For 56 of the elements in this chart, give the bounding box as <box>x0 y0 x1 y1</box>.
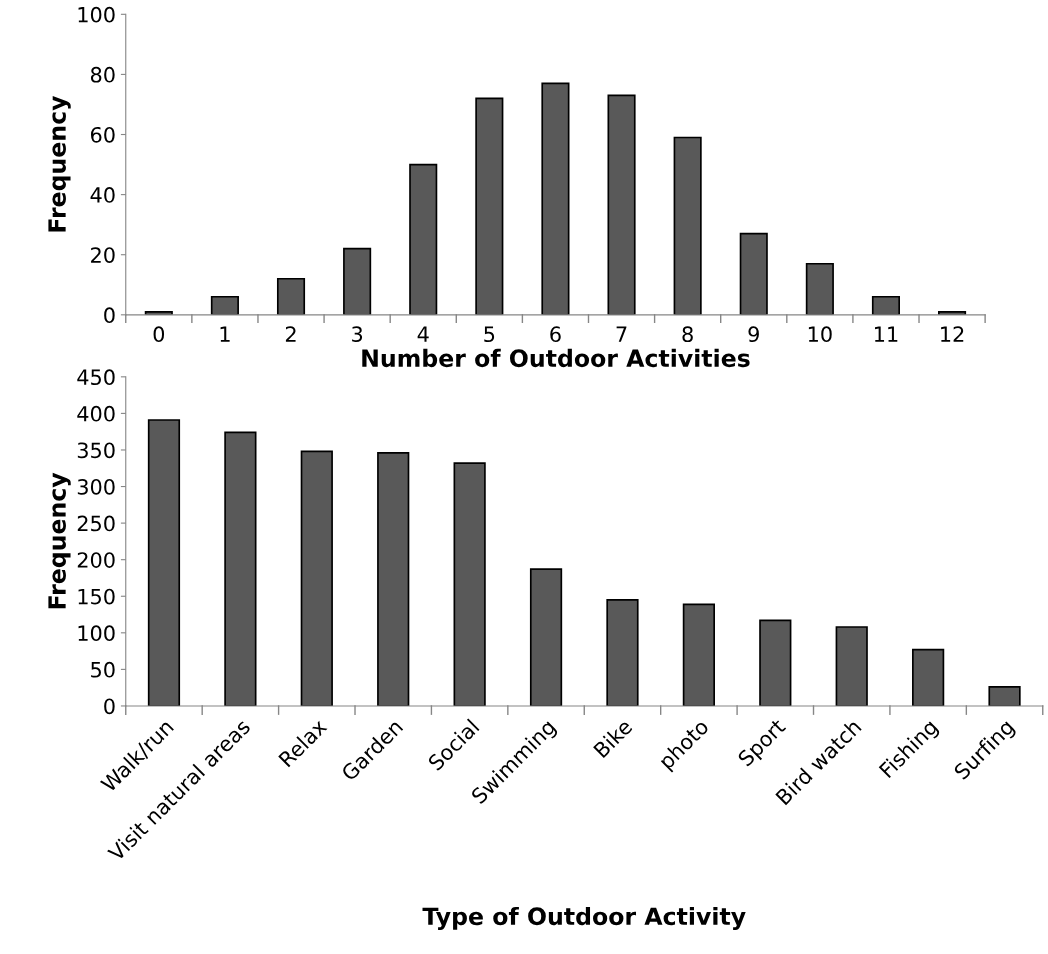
bar <box>300 450 333 706</box>
bar <box>409 163 438 315</box>
bar <box>147 419 181 706</box>
y-tick-label: 150 <box>78 588 115 605</box>
bar <box>988 686 1021 706</box>
y-tick-label: 0 <box>104 307 115 324</box>
bar <box>805 262 834 315</box>
y-tick-label: 250 <box>77 515 115 532</box>
bar <box>210 295 239 315</box>
y-tick-label: 80 <box>90 66 115 83</box>
y-tick-label: 40 <box>90 187 115 203</box>
bar <box>453 462 486 706</box>
bar <box>377 452 410 706</box>
x-tick-label: 8 <box>682 326 693 343</box>
y-tick-label: 50 <box>91 661 115 678</box>
y-axis-title: Frequency <box>48 95 71 232</box>
bar <box>475 97 504 315</box>
x-tick-label: 5 <box>484 326 495 343</box>
x-tick-label: 1 <box>220 326 230 342</box>
bar <box>739 232 768 315</box>
bar <box>606 599 639 706</box>
x-tick-label: 3 <box>352 326 363 343</box>
bar <box>541 82 570 315</box>
x-axis-title: Type of Outdoor Activity <box>422 906 746 930</box>
x-axis-title: Number of Outdoor Activities <box>362 348 750 368</box>
y-tick-label: 0 <box>104 698 115 715</box>
y-tick-label: 60 <box>90 126 115 143</box>
bar <box>276 277 306 315</box>
x-tick-label: 2 <box>285 326 296 342</box>
x-tick-label: 4 <box>417 326 429 342</box>
y-tick-label: 350 <box>77 442 115 459</box>
x-tick-label: 10 <box>808 326 832 343</box>
bar <box>835 626 868 706</box>
y-tick-label: 300 <box>77 478 115 495</box>
y-tick-label: 100 <box>78 625 115 642</box>
y-tick-label: 450 <box>77 369 115 386</box>
x-tick-label: 7 <box>616 326 627 342</box>
bar <box>682 603 716 706</box>
bar <box>871 295 901 315</box>
bar <box>673 136 702 315</box>
y-axis-title: Frequency <box>48 472 71 609</box>
x-tick-label: 6 <box>550 326 561 343</box>
x-tick-label: 9 <box>748 326 759 343</box>
y-tick-label: 200 <box>77 552 115 568</box>
x-tick-label: 12 <box>941 326 964 342</box>
y-tick-label: 20 <box>91 247 115 263</box>
bar <box>607 94 636 315</box>
x-tick-label: 0 <box>153 326 165 343</box>
bar <box>529 568 563 706</box>
bar <box>759 619 792 706</box>
bar <box>224 431 257 706</box>
x-tick-label: 11 <box>875 326 898 342</box>
y-tick-label: 100 <box>78 6 115 23</box>
y-tick-label: 400 <box>77 405 115 422</box>
bar <box>912 648 945 706</box>
bar <box>343 247 372 315</box>
